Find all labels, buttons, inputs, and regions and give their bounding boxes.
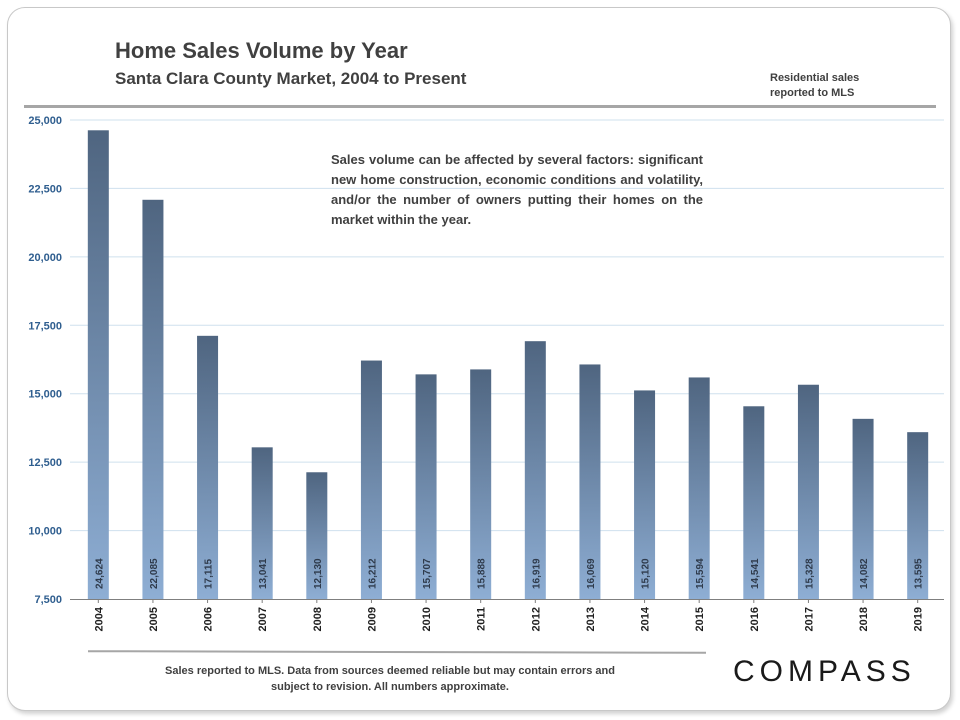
bar-value-label: 16,069 — [586, 558, 597, 589]
bars: 24,624 22,085 17,115 13,041 12,130 16,212 15,7… — [87, 130, 929, 599]
x-tick-label: 2004 — [93, 606, 105, 631]
y-tick-label: 10,000 — [28, 526, 62, 538]
bar-2011 — [470, 369, 492, 599]
bar-2010 — [415, 374, 437, 599]
bar-value-label: 24,624 — [94, 558, 105, 589]
y-tick-label: 20,000 — [28, 252, 62, 264]
bar-value-label: 14,082 — [859, 558, 870, 589]
x-tick-label: 2009 — [366, 607, 378, 631]
bar-2009 — [360, 360, 382, 599]
x-tick-label: 2014 — [640, 606, 652, 631]
x-tick-label: 2016 — [749, 607, 761, 631]
bar-value-label: 15,328 — [804, 558, 815, 589]
bar-2007 — [251, 447, 273, 599]
chart-title: Home Sales Volume by Year — [115, 38, 408, 63]
x-tick-label: 2017 — [803, 607, 815, 631]
x-tick-label: 2011 — [476, 607, 488, 631]
bar-2015 — [688, 377, 710, 599]
y-tick-label: 7,500 — [34, 594, 62, 606]
x-tick-label: 2005 — [148, 607, 160, 631]
bar-value-label: 13,041 — [258, 558, 269, 589]
x-tick-label: 2012 — [530, 607, 542, 631]
bar-2004 — [87, 130, 109, 599]
bar-value-label: 16,919 — [531, 558, 542, 589]
bar-2008 — [306, 472, 328, 599]
bar-value-label: 14,541 — [750, 558, 761, 589]
y-tick-label: 22,500 — [28, 183, 62, 195]
bar-value-label: 15,120 — [641, 558, 652, 589]
axes: 7,500 10,000 12,500 15,000 17,500 20,000 22,50… — [28, 115, 944, 631]
footer-disclaimer: Sales reported to MLS. Data from sources… — [165, 665, 615, 693]
x-tick-label: 2013 — [585, 607, 597, 631]
y-tick-label: 25,000 — [28, 115, 62, 127]
x-tick-label: 2018 — [858, 607, 870, 631]
x-tick-label: 2015 — [694, 607, 706, 631]
bar-value-label: 15,707 — [422, 558, 433, 589]
bar-2012 — [524, 341, 546, 599]
annotation-text: Sales volume can be affected by several … — [331, 152, 703, 227]
x-tick-label: 2006 — [203, 607, 215, 631]
bar-2006 — [197, 335, 219, 599]
bar-2017 — [797, 384, 819, 599]
bar-value-label: 15,594 — [695, 558, 706, 589]
bar-value-label: 12,130 — [313, 558, 324, 589]
chart-subtitle: Santa Clara County Market, 2004 to Prese… — [115, 69, 467, 88]
bar-2016 — [743, 406, 765, 599]
bar-2014 — [634, 390, 656, 599]
x-tick-label: 2010 — [421, 607, 433, 631]
bar-2005 — [142, 199, 164, 599]
y-tick-label: 15,000 — [28, 389, 62, 401]
header-divider — [24, 105, 936, 108]
x-tick-label: 2007 — [257, 607, 269, 631]
bar-value-label: 13,595 — [914, 558, 925, 589]
compass-logo: COMPASS — [733, 655, 916, 688]
bar-value-label: 22,085 — [149, 558, 160, 589]
bar-value-label: 17,115 — [204, 559, 215, 589]
y-tick-label: 17,500 — [28, 320, 62, 332]
bar-value-label: 15,888 — [477, 558, 488, 589]
bar-2013 — [579, 364, 601, 599]
bar-2019 — [907, 432, 929, 599]
x-tick-label: 2008 — [312, 607, 324, 631]
y-tick-label: 12,500 — [28, 457, 62, 469]
bar-2018 — [852, 418, 874, 599]
bar-value-label: 16,212 — [367, 558, 378, 589]
source-note: Residential sales reported to MLS — [770, 72, 860, 99]
x-tick-label: 2019 — [913, 607, 925, 631]
